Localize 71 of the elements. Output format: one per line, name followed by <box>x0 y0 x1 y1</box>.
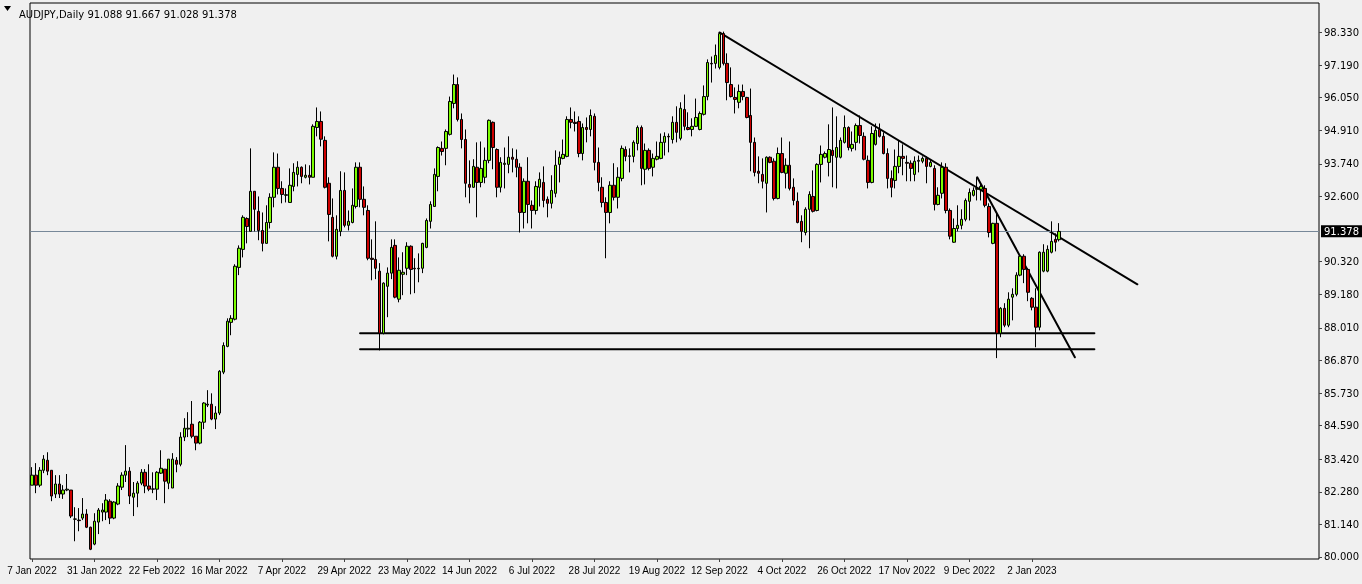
candlestick <box>393 238 397 299</box>
ref-line-label: 91.378 <box>1324 225 1359 237</box>
x-tick-label: 22 Feb 2022 <box>128 564 186 576</box>
x-tick-label: 7 Apr 2022 <box>257 564 307 576</box>
candlestick <box>577 115 581 158</box>
x-tick-label: 6 Jul 2022 <box>508 564 556 576</box>
candlestick <box>58 474 61 499</box>
candlestick <box>765 155 768 213</box>
candlestick <box>663 131 666 157</box>
y-tick-label: 81.140 <box>1324 518 1359 530</box>
candlestick <box>1007 291 1010 328</box>
candlestick <box>143 468 147 494</box>
y-tick-label: 96.050 <box>1324 92 1359 104</box>
candlestick <box>147 463 151 492</box>
y-tick-label: 97.190 <box>1324 59 1359 71</box>
x-tick-label: 12 Sep 2022 <box>691 564 749 576</box>
y-tick-label: 84.590 <box>1324 420 1359 432</box>
candlestick <box>968 187 971 221</box>
candlestick <box>909 159 913 182</box>
candlestick <box>54 474 57 499</box>
candlestick <box>913 155 916 182</box>
y-tick-label: 86.870 <box>1324 354 1359 366</box>
x-tick-label: 7 Jan 2022 <box>7 564 58 576</box>
candlestick <box>640 124 643 186</box>
candlestick <box>933 164 936 211</box>
y-tick-label: 85.730 <box>1324 387 1359 399</box>
candlestick <box>675 105 678 143</box>
candlestick <box>925 155 928 184</box>
candlestick <box>104 493 108 521</box>
y-tick-label: 98.330 <box>1324 26 1359 38</box>
candlestick <box>495 147 499 198</box>
candlestick <box>409 244 413 295</box>
x-tick-label: 14 Jun 2022 <box>441 564 498 576</box>
x-tick-label: 16 Mar 2022 <box>191 564 248 576</box>
candlestick <box>108 498 112 525</box>
candlestick <box>374 220 377 280</box>
y-tick-label: 94.910 <box>1324 124 1359 136</box>
x-tick-label: 23 May 2022 <box>378 564 437 576</box>
candlestick <box>300 165 303 184</box>
candlestick <box>288 167 292 203</box>
candlestick <box>475 141 479 218</box>
y-tick-label: 82.280 <box>1324 486 1359 498</box>
x-tick-label: 9 Dec 2022 <box>943 564 996 576</box>
x-tick-label: 26 Oct 2022 <box>817 564 873 576</box>
candlestick <box>468 159 471 204</box>
x-tick-label: 4 Oct 2022 <box>757 564 807 576</box>
x-tick-label: 17 Nov 2022 <box>878 564 936 576</box>
y-tick-label: 89.180 <box>1324 288 1359 300</box>
candlestick <box>659 132 663 160</box>
y-tick-label: 90.320 <box>1324 256 1359 268</box>
candlestick <box>296 160 299 187</box>
candlestick <box>749 88 752 172</box>
x-tick-label: 2 Jan 2023 <box>1007 564 1058 576</box>
candlestick <box>737 84 741 109</box>
y-tick-label: 88.010 <box>1324 322 1359 334</box>
candlestick <box>526 156 530 224</box>
x-tick-label: 29 Apr 2022 <box>317 564 372 576</box>
x-tick-label: 19 Aug 2022 <box>628 564 686 576</box>
candlestick <box>93 512 96 546</box>
candlestick <box>870 125 874 184</box>
y-tick-label: 92.600 <box>1324 190 1359 202</box>
candlestick <box>491 120 495 170</box>
y-tick-label: 80.000 <box>1324 551 1359 563</box>
x-tick-label: 31 Jan 2022 <box>66 564 123 576</box>
candlestick <box>171 452 174 489</box>
text: AUDJPY,Daily 91.088 91.667 91.028 91.378 <box>19 8 237 20</box>
x-tick-label: 28 Jul 2022 <box>568 564 621 576</box>
candlestick <box>34 462 38 494</box>
candlestick <box>831 106 834 188</box>
y-tick-label: 83.420 <box>1324 453 1359 465</box>
y-tick-label: 93.740 <box>1324 158 1359 170</box>
